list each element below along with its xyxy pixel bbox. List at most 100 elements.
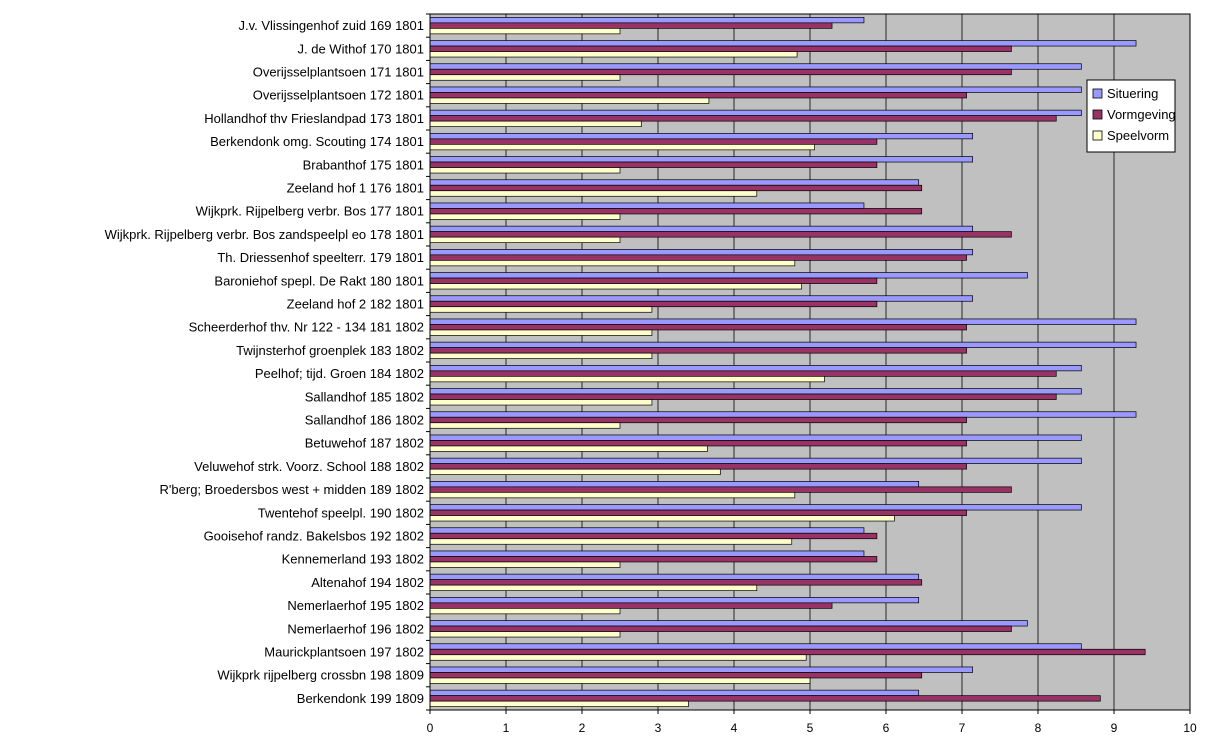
category-label: Sallandhof 186 1802 <box>305 413 424 428</box>
bar-speelvorm <box>429 561 621 568</box>
bar-speelvorm <box>429 120 642 128</box>
category-label: Hollandhof thv Frieslandpad 173 1801 <box>204 111 424 126</box>
bar-situering <box>429 179 920 186</box>
bar-situering <box>429 156 973 163</box>
bar-speelvorm <box>429 74 621 81</box>
bar-situering <box>429 689 920 697</box>
category-label: Twijnsterhof groenplek 183 1802 <box>236 343 424 358</box>
bar-speelvorm <box>429 28 621 35</box>
bar-speelvorm <box>429 700 689 708</box>
bar-vormgeving <box>429 416 967 424</box>
x-tick-label: 8 <box>1035 721 1042 735</box>
x-tick-label: 9 <box>1111 721 1118 735</box>
bar-speelvorm <box>429 167 621 174</box>
bar-speelvorm <box>429 468 721 475</box>
bar-situering <box>429 573 920 581</box>
category-label: Maurickplantsoen 197 1802 <box>264 645 424 660</box>
bar-situering <box>429 40 1137 47</box>
bar-vormgeving <box>429 509 967 516</box>
bar-situering <box>429 643 1082 650</box>
bar-speelvorm <box>429 677 811 684</box>
bar-situering <box>429 365 1082 372</box>
bar-situering <box>429 596 920 604</box>
category-label: Zeeland hof 2 182 1801 <box>287 297 424 312</box>
x-tick-label: 10 <box>1183 721 1197 735</box>
bar-vormgeving <box>429 231 1012 238</box>
x-axis: 0 1 2 3 4 5 6 7 8 9 10 <box>426 13 1197 735</box>
bar-speelvorm <box>429 538 793 545</box>
bar-speelvorm <box>429 213 621 220</box>
bar-vormgeving <box>429 45 1012 52</box>
bar-speelvorm <box>429 584 758 592</box>
bar-vormgeving <box>429 277 878 284</box>
category-label: Brabanthof 175 1801 <box>303 157 424 172</box>
x-tick-label: 7 <box>959 721 966 735</box>
bar-situering <box>429 86 1082 93</box>
bar-vormgeving <box>429 393 1057 400</box>
bar-vormgeving <box>429 532 878 540</box>
bar-vormgeving <box>429 672 923 679</box>
bar-speelvorm <box>429 306 653 313</box>
category-label: Altenahof 194 1802 <box>311 575 424 590</box>
bar-speelvorm <box>429 260 796 267</box>
legend-label-situering: Situering <box>1107 86 1158 101</box>
category-label: Th. Driessenhof speelterr. 179 1801 <box>217 250 424 265</box>
bar-speelvorm <box>429 515 895 522</box>
bar-vormgeving <box>429 695 1101 702</box>
bar-speelvorm <box>429 492 796 499</box>
bar-situering <box>429 434 1082 441</box>
category-label: Peelhof; tijd. Groen 184 1802 <box>255 366 424 381</box>
category-label: Nemerlaerhof 195 1802 <box>287 598 424 613</box>
bar-situering <box>429 202 865 209</box>
legend-swatch-situering <box>1092 88 1103 99</box>
x-tick-label: 0 <box>427 721 434 735</box>
legend: Situering Vormgeving Speelvorm <box>1086 79 1176 153</box>
category-label: Wijkprk rijpelberg crossbn 198 1809 <box>217 668 424 683</box>
legend-swatch-speelvorm <box>1092 130 1103 141</box>
bar-vormgeving <box>429 115 1057 122</box>
legend-label-speelvorm: Speelvorm <box>1107 128 1169 143</box>
bar-situering <box>429 249 973 256</box>
x-tick-label: 6 <box>883 721 890 735</box>
bar-vormgeving <box>429 556 878 563</box>
x-tick-label: 5 <box>807 721 814 735</box>
bar-vormgeving <box>429 370 1057 377</box>
category-label: Berkendonk omg. Scouting 174 1801 <box>210 134 424 149</box>
x-tick-label: 3 <box>655 721 662 735</box>
bar-situering <box>429 295 973 302</box>
x-tick-label: 2 <box>579 721 586 735</box>
category-label: Kennemerland 193 1802 <box>282 552 424 567</box>
category-label: Sallandhof 185 1802 <box>305 389 424 404</box>
category-label: R'berg; Broedersbos west + midden 189 18… <box>160 482 424 497</box>
bar-speelvorm <box>429 445 708 452</box>
bar-situering <box>429 504 1082 511</box>
bar-vormgeving <box>429 300 878 308</box>
category-label: Veluwehof strk. Voorz. School 188 1802 <box>194 459 424 474</box>
bar-situering <box>429 341 1137 348</box>
bar-vormgeving <box>429 324 967 331</box>
bar-situering <box>429 666 973 673</box>
bar-situering <box>429 411 1137 418</box>
bar-speelvorm <box>429 236 621 243</box>
bar-speelvorm <box>429 97 710 104</box>
category-label: Wijkprk. Rijpelberg verbr. Bos zandspeel… <box>105 227 424 242</box>
category-label: J.v. Vlissingenhof zuid 169 1801 <box>239 18 425 33</box>
bar-vormgeving <box>429 579 923 586</box>
category-label: J. de Withof 170 1801 <box>298 41 424 56</box>
bar-situering <box>429 109 1082 117</box>
bar-situering <box>429 318 1137 325</box>
category-label: Overijsselplantsoen 171 1801 <box>253 65 424 80</box>
bar-speelvorm <box>429 654 807 661</box>
bar-situering <box>429 272 1028 279</box>
bar-vormgeving <box>429 92 967 99</box>
bar-situering <box>429 225 973 232</box>
bar-vormgeving <box>429 68 1012 76</box>
category-label: Baroniehof spepl. De Rakt 180 1801 <box>214 273 424 288</box>
bar-situering <box>429 388 1082 395</box>
bar-situering <box>429 63 1082 70</box>
category-label: Berkendonk 199 1809 <box>297 691 424 706</box>
bar-vormgeving <box>429 138 878 145</box>
legend-swatch-vormgeving <box>1092 109 1103 120</box>
bar-vormgeving <box>429 184 923 192</box>
bar-speelvorm <box>429 329 653 336</box>
